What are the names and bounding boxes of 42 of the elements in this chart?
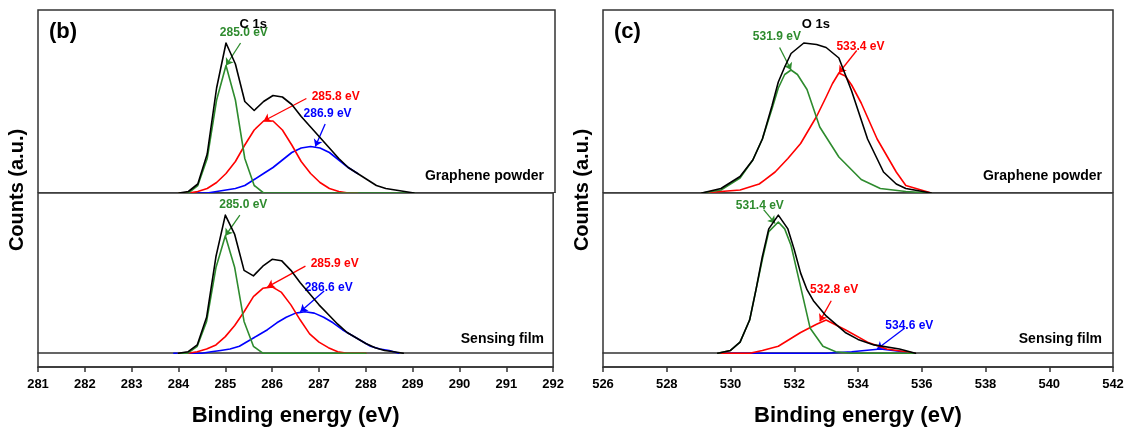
annotation: Graphene powder xyxy=(982,167,1103,183)
annotation: 285.8 eV xyxy=(311,88,360,103)
x-tick-label: 289 xyxy=(401,376,424,391)
annotation: 531.9 eV xyxy=(752,29,801,44)
x-tick-label: 538 xyxy=(974,376,997,391)
x-tick-label: 286 xyxy=(261,376,284,391)
annotation: 531.4 eV xyxy=(735,197,784,212)
x-tick-label: 530 xyxy=(719,376,742,391)
x-tick-label: 536 xyxy=(910,376,933,391)
annotation: Sensing film xyxy=(460,330,544,346)
x-tick-label: 291 xyxy=(495,376,518,391)
annotation: Sensing film xyxy=(1018,330,1102,346)
annotation: 534.6 eV xyxy=(885,317,934,332)
x-axis-title: Binding energy (eV) xyxy=(191,401,400,427)
x-axis-title: Binding energy (eV) xyxy=(754,401,962,427)
x-tick-label: 528 xyxy=(655,376,678,391)
x-tick-label: 534 xyxy=(847,376,870,391)
annotation: 285.9 eV xyxy=(310,256,359,271)
y-axis-title: Counts (a.u.) xyxy=(569,128,593,252)
x-tick-label: 285 xyxy=(214,376,237,391)
annotation: 286.9 eV xyxy=(303,105,352,120)
x-tick-label: 288 xyxy=(354,376,377,391)
x-tick-label: 542 xyxy=(1102,376,1124,391)
text: (c) xyxy=(614,17,641,43)
x-tick-label: 540 xyxy=(1038,376,1061,391)
x-tick-label: 281 xyxy=(27,376,49,391)
x-tick-label: 290 xyxy=(448,376,471,391)
annotation: 533.4 eV xyxy=(836,38,885,53)
x-tick-label: 526 xyxy=(592,376,614,391)
x-tick-label: 292 xyxy=(542,376,565,391)
x-tick-label: 283 xyxy=(120,376,143,391)
annotation: 532.8 eV xyxy=(810,282,859,297)
chart-title: O 1s xyxy=(801,16,830,31)
text: (b) xyxy=(49,17,78,43)
annotation: Graphene powder xyxy=(424,167,545,183)
x-tick-label: 282 xyxy=(73,376,96,391)
annotation: 286.6 eV xyxy=(304,280,353,295)
x-tick-label: 284 xyxy=(167,376,191,391)
annotation: 285.0 eV xyxy=(219,197,268,212)
x-tick-label: 532 xyxy=(783,376,806,391)
y-axis-title: Counts (a.u.) xyxy=(4,128,28,252)
x-tick-label: 287 xyxy=(308,376,330,391)
